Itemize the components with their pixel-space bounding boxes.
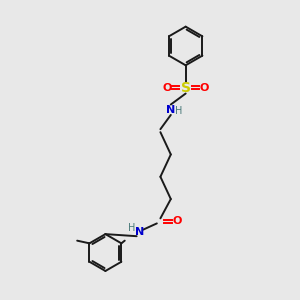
Text: H: H (128, 223, 135, 233)
Text: O: O (163, 82, 172, 93)
Text: O: O (172, 216, 182, 226)
Text: H: H (176, 106, 183, 116)
Text: S: S (181, 81, 191, 94)
Text: N: N (166, 105, 176, 115)
Text: N: N (135, 227, 144, 237)
Text: O: O (200, 82, 209, 93)
